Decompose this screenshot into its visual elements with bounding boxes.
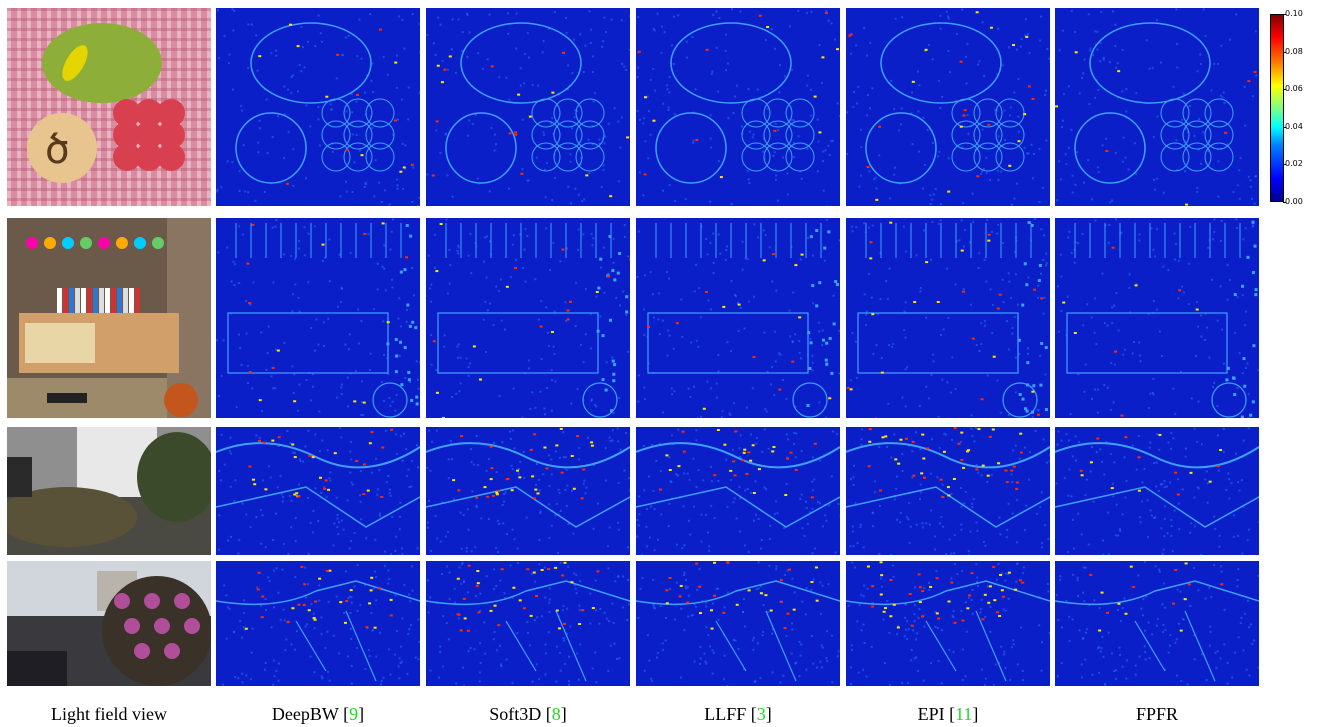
- scene-1-deepbw-image: [216, 8, 420, 206]
- colorbar-tick-mark: [1283, 89, 1286, 91]
- caption-soft3d-text: Soft3D [: [489, 704, 552, 724]
- caption-soft3d-bracket: ]: [560, 704, 567, 724]
- caption-lfv: Light field view: [7, 704, 211, 725]
- caption-epi-text: EPI [: [917, 704, 956, 724]
- scene-2-soft3d-image: [426, 218, 630, 418]
- scene-4-soft3d-image: [426, 561, 630, 686]
- caption-llff-text: LLFF [: [704, 704, 757, 724]
- scene-4-llff-image: [636, 561, 840, 686]
- svg-text:ծ: ծ: [45, 127, 70, 173]
- colorbar-tick-label: 0.00: [1285, 197, 1303, 206]
- colorbar-tick-label: 0.06: [1285, 84, 1303, 94]
- caption-epi: EPI [11]: [846, 704, 1050, 725]
- scene-1-soft3d-image: [426, 8, 630, 206]
- caption-llff: LLFF [3]: [636, 704, 840, 725]
- scene-2-llff-image: [636, 218, 840, 418]
- caption-lfv-text: Light field view: [51, 704, 167, 724]
- scene-1-epi-image: [846, 8, 1050, 206]
- scene-4-deepbw-image: [216, 561, 420, 686]
- colorbar-tick-mark: [1283, 126, 1286, 128]
- caption-deepbw: DeepBW [9]: [216, 704, 420, 725]
- caption-soft3d-citation[interactable]: 8: [551, 704, 561, 724]
- caption-fpfr-text: FPFR: [1135, 704, 1179, 724]
- scene-3-fpfr-image: [1055, 427, 1259, 555]
- caption-fpfr: FPFR: [1055, 704, 1259, 725]
- scene-1-llff-image: [636, 8, 840, 206]
- colorbar-tick-label: 0.08: [1285, 46, 1303, 56]
- caption-llff-citation[interactable]: 3: [756, 704, 766, 724]
- caption-epi-citation[interactable]: 11: [955, 704, 973, 724]
- scene-3-lfv-image: [7, 427, 211, 555]
- scene-2-deepbw-image: [216, 218, 420, 418]
- scene-3-llff-image: [636, 427, 840, 555]
- caption-deepbw-citation[interactable]: 9: [349, 704, 359, 724]
- scene-4-fpfr-image: [1055, 561, 1259, 686]
- scene-2-fpfr-image: [1055, 218, 1259, 418]
- colorbar-tick-mark: [1283, 202, 1286, 203]
- scene-4-epi-image: [846, 561, 1050, 686]
- error-colorbar: [1270, 14, 1284, 202]
- colorbar-tick-label: 0.04: [1285, 121, 1303, 131]
- caption-deepbw-bracket: ]: [358, 704, 365, 724]
- scene-1-lfv-image: ծ: [7, 8, 211, 206]
- colorbar-tick-label: 0.02: [1285, 159, 1303, 169]
- colorbar-tick-label: 0.10: [1285, 9, 1303, 18]
- caption-epi-bracket: ]: [972, 704, 979, 724]
- colorbar-tick-mark: [1283, 164, 1286, 166]
- caption-soft3d: Soft3D [8]: [426, 704, 630, 725]
- scene-3-soft3d-image: [426, 427, 630, 555]
- scene-2-lfv-image: [7, 218, 211, 418]
- scene-4-lfv-image: [7, 561, 211, 686]
- caption-deepbw-text: DeepBW [: [271, 704, 350, 724]
- colorbar-tick-mark: [1283, 51, 1286, 53]
- scene-1-fpfr-image: [1055, 8, 1259, 206]
- scene-3-epi-image: [846, 427, 1050, 555]
- scene-2-epi-image: [846, 218, 1050, 418]
- colorbar-tick-mark: [1283, 14, 1286, 15]
- caption-llff-bracket: ]: [765, 704, 772, 724]
- scene-3-deepbw-image: [216, 427, 420, 555]
